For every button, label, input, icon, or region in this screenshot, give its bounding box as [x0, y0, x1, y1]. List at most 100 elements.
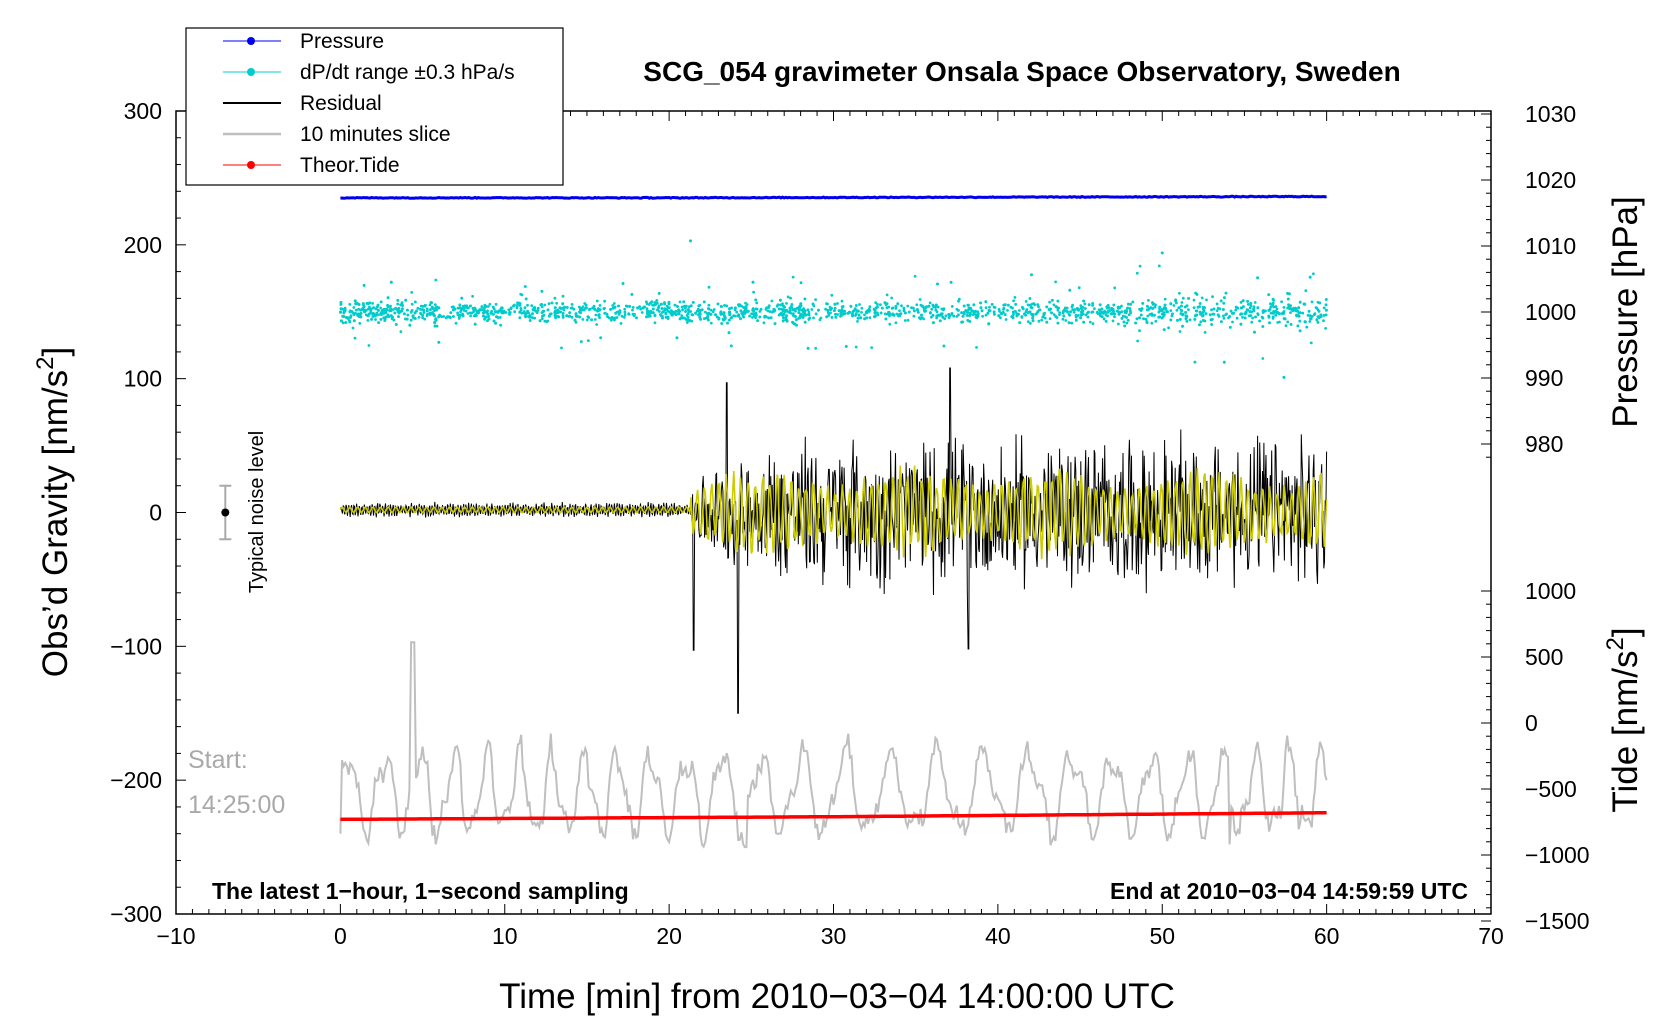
- dpdt-point: [357, 312, 360, 316]
- dpdt-point: [434, 278, 438, 282]
- dpdt-point: [1162, 328, 1166, 331]
- dpdt-point: [1011, 306, 1014, 310]
- dpdt-point: [379, 300, 383, 304]
- dpdt-point: [1289, 323, 1293, 326]
- dpdt-point: [425, 307, 429, 311]
- dpdt-point: [744, 308, 748, 311]
- dpdt-point: [980, 309, 984, 313]
- dpdt-point: [976, 314, 980, 317]
- dpdt-point: [742, 306, 745, 309]
- dpdt-point: [907, 310, 911, 314]
- dpdt-point: [440, 315, 443, 318]
- dpdt-point: [342, 311, 346, 315]
- dpdt-point: [606, 315, 609, 319]
- dpdt-point: [1057, 306, 1060, 310]
- legend-dpdt-label: dP/dt range ±0.3 hPa/s: [300, 61, 515, 84]
- dpdt-point: [799, 281, 803, 285]
- x-tick-label: 70: [1478, 923, 1504, 949]
- dpdt-point: [825, 315, 829, 319]
- dpdt-point: [599, 336, 603, 340]
- dpdt-point: [653, 313, 657, 317]
- dpdt-point: [1290, 307, 1293, 311]
- dpdt-point: [690, 313, 694, 316]
- dpdt-point: [341, 321, 345, 325]
- dpdt-point: [1212, 307, 1216, 311]
- dpdt-point: [671, 312, 675, 316]
- dpdt-point: [950, 305, 954, 308]
- dpdt-point: [458, 313, 462, 317]
- dpdt-point: [966, 314, 969, 317]
- dpdt-point: [687, 310, 691, 314]
- dpdt-point: [448, 315, 452, 319]
- dpdt-point: [670, 309, 673, 313]
- dpdt-point: [574, 320, 578, 324]
- dpdt-point: [1184, 317, 1188, 321]
- dpdt-point: [1178, 318, 1182, 321]
- dpdt-point: [353, 299, 357, 303]
- dpdt-point: [1120, 317, 1124, 320]
- dpdt-point: [1117, 322, 1120, 326]
- dpdt-point: [584, 303, 588, 307]
- dpdt-point: [585, 318, 589, 322]
- dpdt-point: [579, 340, 583, 343]
- dpdt-point: [350, 310, 354, 313]
- dpdt-point: [1018, 321, 1022, 324]
- dpdt-point: [401, 304, 404, 307]
- dpdt-point: [990, 303, 994, 306]
- dpdt-point: [1127, 302, 1130, 306]
- x-tick-label: 10: [492, 923, 518, 949]
- dpdt-point: [1202, 319, 1205, 322]
- x-tick-label: 50: [1149, 923, 1175, 949]
- dpdt-point: [1138, 329, 1141, 333]
- dpdt-point: [1319, 313, 1323, 317]
- dpdt-point: [941, 315, 945, 319]
- dpdt-point: [354, 302, 358, 306]
- dpdt-point: [613, 305, 617, 309]
- dpdt-point: [1056, 321, 1060, 325]
- dpdt-point: [580, 308, 583, 312]
- dpdt-point: [1087, 310, 1090, 314]
- dpdt-point: [685, 321, 689, 324]
- y-left-tick-label: −300: [110, 901, 162, 927]
- dpdt-point: [388, 309, 392, 313]
- dpdt-point: [677, 308, 681, 312]
- dpdt-point: [917, 311, 920, 314]
- dpdt-point: [781, 319, 785, 323]
- dpdt-point: [785, 314, 789, 318]
- dpdt-point: [645, 315, 648, 319]
- dpdt-point: [1232, 311, 1235, 315]
- dpdt-point: [1074, 315, 1078, 319]
- y-left-tick-label: −100: [110, 633, 162, 659]
- dpdt-point: [930, 307, 934, 311]
- dpdt-point: [859, 316, 863, 320]
- dpdt-point: [1113, 315, 1116, 319]
- dpdt-point: [546, 308, 550, 312]
- dpdt-point: [709, 313, 713, 316]
- legend-residual-label: Residual: [300, 92, 382, 115]
- dpdt-point: [879, 303, 882, 307]
- dpdt-point: [1241, 315, 1244, 319]
- dpdt-point: [797, 308, 801, 312]
- dpdt-point: [856, 316, 860, 320]
- dpdt-point: [1177, 306, 1181, 310]
- dpdt-point: [1117, 312, 1121, 316]
- y-pressure-tick-label: 1000: [1525, 299, 1576, 325]
- dpdt-point: [579, 311, 582, 315]
- dpdt-point: [495, 315, 498, 319]
- dpdt-point: [340, 319, 343, 323]
- dpdt-point: [674, 309, 678, 313]
- dpdt-point: [1253, 301, 1257, 304]
- dpdt-point: [793, 307, 797, 311]
- dpdt-point: [574, 312, 578, 315]
- dpdt-point: [1150, 321, 1154, 325]
- dpdt-point: [706, 312, 709, 315]
- dpdt-point: [925, 305, 928, 309]
- dpdt-point: [696, 307, 700, 311]
- dpdt-point: [1065, 309, 1068, 313]
- dpdt-point: [1045, 305, 1049, 309]
- dpdt-point: [984, 306, 988, 309]
- dpdt-point: [570, 303, 574, 306]
- dpdt-point: [874, 314, 877, 318]
- dpdt-point: [880, 306, 884, 310]
- dpdt-point: [798, 314, 802, 318]
